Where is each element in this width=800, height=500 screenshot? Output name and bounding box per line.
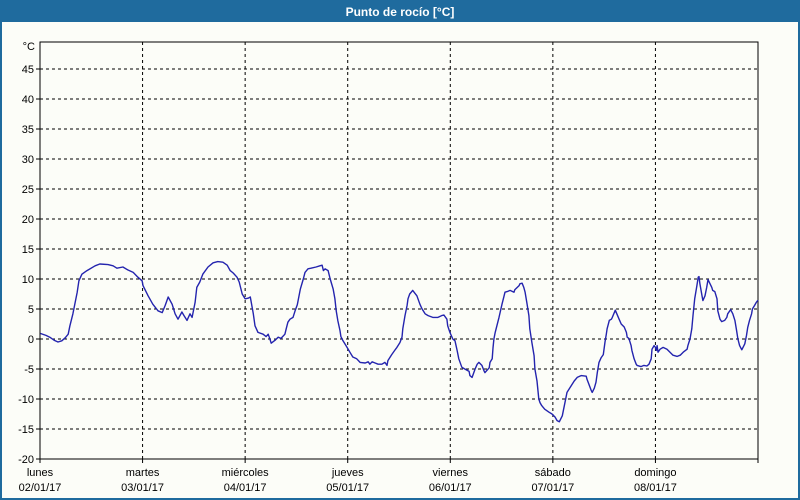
chart-area: 45 40 35 30 25 20 15 10 5 0 -5 -10 -15 -20 °C lunes 02/0… (2, 22, 798, 498)
x-date-label: 04/01/17 (224, 482, 267, 494)
y-tick-label: 45 (22, 64, 34, 76)
y-tick-label: 30 (22, 154, 34, 166)
y-tick-label: -15 (18, 424, 34, 436)
x-date-label: 03/01/17 (121, 482, 164, 494)
x-day-label: martes (126, 467, 160, 479)
y-tick-label: 35 (22, 124, 34, 136)
x-day-label: viernes (433, 467, 469, 479)
y-tick-label: 20 (22, 214, 34, 226)
plot-frame (39, 41, 759, 460)
dew-point-chart: 45 40 35 30 25 20 15 10 5 0 -5 -10 -15 -20 °C lunes 02/0… (18, 41, 759, 494)
x-date-label: 05/01/17 (326, 482, 369, 494)
x-date-label: 08/01/17 (634, 482, 677, 494)
x-date-label: 02/01/17 (19, 482, 62, 494)
y-tick-label: -5 (24, 364, 34, 376)
y-tick-label: 25 (22, 184, 34, 196)
x-date-label: 07/01/17 (531, 482, 574, 494)
y-tick-label: -20 (18, 454, 34, 466)
title-bar: Punto de rocío [°C] (2, 2, 798, 22)
x-day-label: sábado (535, 467, 571, 479)
dew-point-line (40, 260, 759, 423)
y-tick-label: 40 (22, 94, 34, 106)
x-day-label: miércoles (222, 467, 270, 479)
chart-title: Punto de rocío [°C] (345, 5, 455, 19)
x-day-label: jueves (331, 467, 364, 479)
x-day-label: lunes (27, 467, 54, 479)
y-tick-label: -10 (18, 394, 34, 406)
y-axis-unit-label: °C (23, 41, 35, 53)
y-tick-label: 0 (28, 334, 34, 346)
y-tick-label: 10 (22, 274, 34, 286)
y-tick-label: 15 (22, 244, 34, 256)
x-day-label: domingo (634, 467, 676, 479)
y-tick-label: 5 (28, 304, 34, 316)
x-date-label: 06/01/17 (429, 482, 472, 494)
